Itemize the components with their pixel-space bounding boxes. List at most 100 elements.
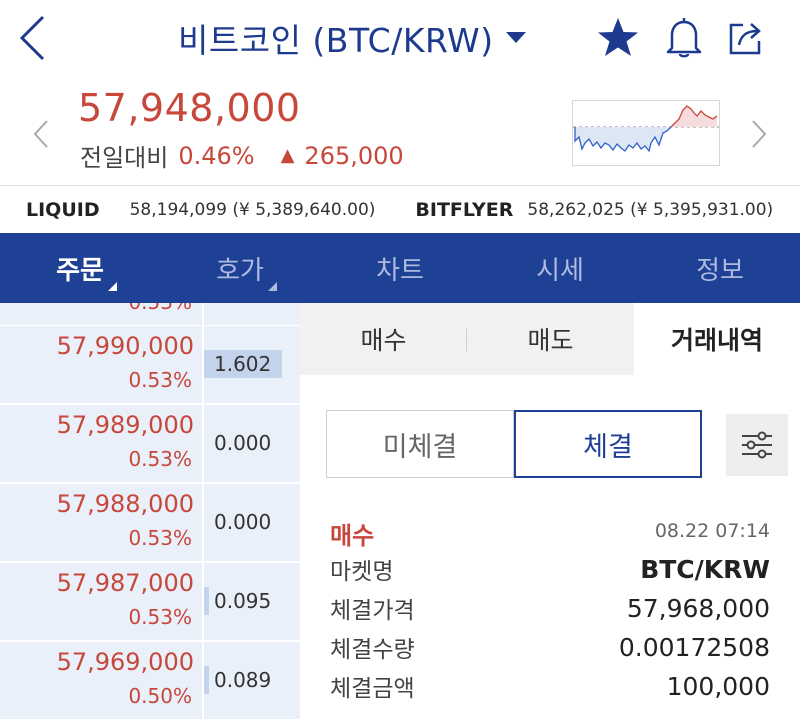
- orderbook-price: 57,987,000: [56, 569, 194, 597]
- app-header: 비트코인 (BTC/KRW): [0, 0, 800, 80]
- trade-detail-label: 체결금액: [330, 676, 415, 702]
- trade-detail-value: 100,000: [666, 671, 770, 701]
- back-button[interactable]: [10, 10, 54, 66]
- orderbook-percent: 0.53%: [128, 303, 192, 314]
- chevron-left-icon: [33, 120, 48, 148]
- exchange-name: LIQUID: [26, 198, 100, 221]
- divider: [466, 329, 467, 351]
- orderbook-price-cell: 57,989,000 0.53%: [0, 405, 202, 482]
- tab-label: 주문: [56, 255, 104, 286]
- orderbook: 0.53% 57,990,000 0.53% 1.602 57,989,000 0.53…: [0, 303, 300, 725]
- segment-label: 매수: [360, 326, 407, 355]
- price-change: 전일대비 0.46% ▲ 265,000: [80, 138, 404, 173]
- trade-detail-label: 체결가격: [330, 598, 415, 624]
- trade-type: 매수: [330, 522, 375, 550]
- filter-label: 체결: [583, 431, 633, 463]
- market-selector[interactable]: 비트코인 (BTC/KRW): [178, 14, 526, 62]
- orderbook-row[interactable]: 57,969,000 0.50% 0.089: [0, 642, 300, 720]
- back-icon: [19, 15, 45, 61]
- orderbook-qty-cell: 0.095: [204, 563, 300, 640]
- trade-detail-value: 57,968,000: [626, 593, 770, 623]
- favorite-button[interactable]: [594, 14, 642, 62]
- segment-buy[interactable]: 매수: [300, 303, 467, 375]
- trade-detail-row: 체결금액 100,000: [330, 668, 770, 704]
- mini-price-chart[interactable]: [572, 100, 720, 166]
- trade-panel: 매수 매도 거래내역 미체결 체결 매수 08.: [300, 303, 800, 725]
- history-filter: 미체결 체결: [326, 410, 788, 478]
- segment-sell[interactable]: 매도: [467, 303, 634, 375]
- prev-market-button[interactable]: [26, 114, 56, 154]
- chevron-right-icon: [752, 120, 767, 148]
- exchange-price: 58,194,099 (¥ 5,389,640.00): [129, 199, 376, 220]
- share-button[interactable]: [722, 14, 770, 62]
- orderbook-qty-cell: 1.602: [204, 326, 300, 403]
- tab-orderbook[interactable]: 호가: [160, 233, 320, 303]
- segment-label: 매도: [527, 326, 574, 355]
- sliders-icon: [742, 431, 772, 459]
- up-arrow-icon: ▲: [280, 145, 295, 166]
- tab-label: 정보: [696, 255, 744, 286]
- orderbook-row[interactable]: 57,987,000 0.53% 0.095: [0, 563, 300, 641]
- trade-record-header[interactable]: 매수 08.22 07:14: [330, 516, 770, 550]
- filter-filled-button[interactable]: 체결: [514, 410, 702, 478]
- volume-bar: [204, 587, 209, 615]
- volume-bar: [204, 350, 282, 378]
- orderbook-qty-cell: [204, 303, 300, 325]
- orderbook-percent: 0.53%: [128, 368, 192, 392]
- orderbook-price-cell: 57,969,000 0.50%: [0, 642, 202, 719]
- trade-detail-row: 체결가격 57,968,000: [330, 590, 770, 626]
- alert-button[interactable]: [660, 14, 708, 62]
- orderbook-price-cell: 57,987,000 0.53%: [0, 563, 202, 640]
- tab-corner-icon: [108, 282, 117, 291]
- trade-segment-tabs: 매수 매도 거래내역: [300, 303, 800, 375]
- orderbook-qty-cell: 0.000: [204, 405, 300, 482]
- page-title: 비트코인 (BTC/KRW): [178, 21, 494, 60]
- next-market-button[interactable]: [744, 114, 774, 154]
- change-label: 전일대비: [80, 144, 169, 172]
- orderbook-percent: 0.53%: [128, 447, 192, 471]
- orderbook-row[interactable]: 57,988,000 0.53% 0.000: [0, 484, 300, 562]
- segment-label: 거래내역: [670, 326, 763, 355]
- trade-detail-value: BTC/KRW: [640, 554, 770, 584]
- orderbook-price-cell: 57,988,000 0.53%: [0, 484, 202, 561]
- price-summary: 57,948,000 전일대비 0.46% ▲ 265,000: [0, 80, 800, 184]
- volume-bar: [204, 666, 209, 694]
- tab-info[interactable]: 정보: [640, 233, 800, 303]
- orderbook-row[interactable]: 57,989,000 0.53% 0.000: [0, 405, 300, 483]
- trade-detail-row: 마켓명 BTC/KRW: [330, 551, 770, 587]
- tab-label: 시세: [536, 255, 584, 286]
- filter-label: 미체결: [382, 431, 458, 463]
- orderbook-row[interactable]: 57,990,000 0.53% 1.602: [0, 326, 300, 404]
- filter-settings-button[interactable]: [726, 414, 788, 476]
- trade-detail-row: 체결수량 0.00172508: [330, 629, 770, 665]
- orderbook-price: 57,969,000: [56, 648, 194, 676]
- orderbook-price: 57,988,000: [56, 490, 194, 518]
- orderbook-qty: 0.000: [214, 510, 272, 534]
- trade-detail-label: 마켓명: [330, 559, 394, 585]
- orderbook-row[interactable]: 0.53%: [0, 303, 300, 326]
- change-amount: 265,000: [304, 141, 404, 170]
- main-tabs: 주문 호가 차트 시세 정보: [0, 233, 800, 303]
- star-icon: [598, 18, 638, 56]
- filter-unfilled-button[interactable]: 미체결: [326, 410, 514, 478]
- tab-corner-icon: [268, 282, 277, 291]
- orderbook-price-cell: 0.53%: [0, 303, 202, 325]
- trade-time: 08.22 07:14: [654, 520, 770, 542]
- orderbook-qty: 0.000: [214, 431, 272, 455]
- orderbook-qty-cell: 0.000: [204, 484, 300, 561]
- orderbook-percent: 0.50%: [128, 684, 192, 708]
- tab-label: 차트: [376, 255, 424, 286]
- segment-history[interactable]: 거래내역: [634, 303, 800, 375]
- orderbook-qty: 0.089: [214, 668, 272, 692]
- tab-market[interactable]: 시세: [480, 233, 640, 303]
- bell-icon: [666, 18, 702, 58]
- change-percent: 0.46%: [178, 141, 255, 170]
- orderbook-qty: 1.602: [214, 352, 272, 376]
- orderbook-qty-cell: 0.089: [204, 642, 300, 719]
- tab-chart[interactable]: 차트: [320, 233, 480, 303]
- orderbook-price: 57,990,000: [56, 332, 194, 360]
- dropdown-caret-icon: [505, 32, 526, 43]
- tab-order[interactable]: 주문: [0, 233, 160, 303]
- orderbook-percent: 0.53%: [128, 605, 192, 629]
- exchange-price: 58,262,025 (¥ 5,395,931.00): [527, 199, 774, 220]
